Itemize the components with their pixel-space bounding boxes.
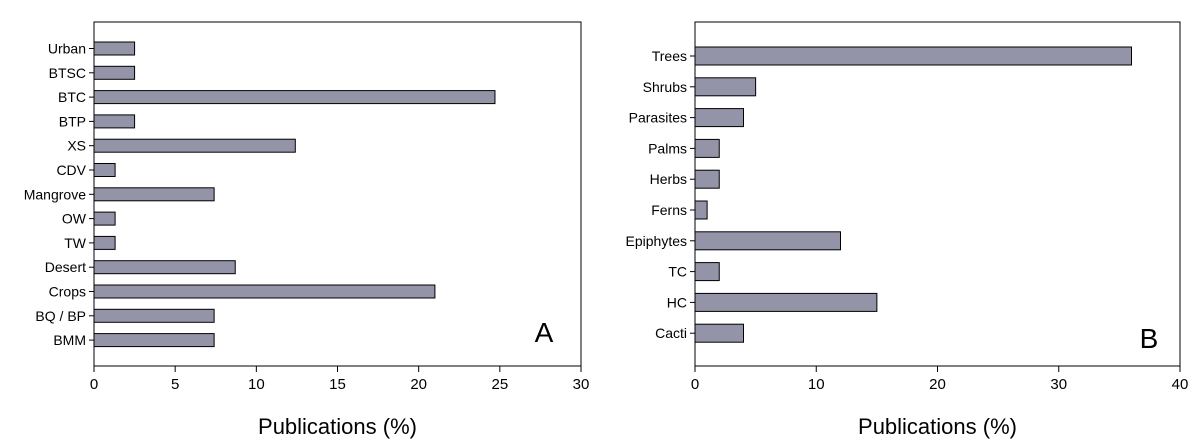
category-label: Crops xyxy=(49,284,86,300)
category-label: Urban xyxy=(48,41,86,57)
category-label: Cacti xyxy=(655,325,687,341)
category-label: Trees xyxy=(652,48,687,64)
bar xyxy=(93,138,296,153)
bar xyxy=(93,235,116,250)
x-tick-label: 30 xyxy=(1050,376,1067,393)
category-label: Palms xyxy=(648,140,687,156)
category-label: OW xyxy=(62,211,87,227)
chart-panel-b: 0 10 20 30 40 Trees Shrubs Parasites Palms Herbs F… xyxy=(626,21,1189,439)
bar xyxy=(93,260,236,275)
category-label: BTP xyxy=(59,113,86,129)
category-label: BTC xyxy=(58,89,86,105)
bar xyxy=(694,292,878,312)
category-label: Herbs xyxy=(650,171,687,187)
bar xyxy=(93,333,215,348)
x-tick-label: 30 xyxy=(573,376,590,393)
bar xyxy=(93,41,136,56)
category-label: HC xyxy=(667,294,687,310)
panel-label: B xyxy=(1140,323,1159,354)
x-tick-label: 0 xyxy=(691,376,699,393)
bar xyxy=(93,308,215,323)
bar xyxy=(93,90,496,105)
category-label: BMM xyxy=(53,332,86,348)
x-tick-label: 10 xyxy=(808,376,825,393)
bar xyxy=(694,231,841,251)
category-label: CDV xyxy=(56,162,86,178)
bar xyxy=(694,262,720,282)
bar xyxy=(93,187,215,202)
bar xyxy=(93,65,136,80)
bar xyxy=(694,108,744,128)
x-axis-title: Publications (%) xyxy=(858,414,1017,439)
x-tick-label: 40 xyxy=(1172,376,1189,393)
bar xyxy=(93,163,116,177)
bar xyxy=(93,284,436,299)
x-tick-label: 0 xyxy=(90,376,98,393)
x-tick-label: 25 xyxy=(491,376,508,393)
bar xyxy=(694,323,744,343)
x-tick-label: 20 xyxy=(929,376,946,393)
category-label: TW xyxy=(64,235,87,251)
panel-label: A xyxy=(535,317,554,348)
category-label: BQ / BP xyxy=(35,308,86,324)
category-label: Mangrove xyxy=(24,186,86,202)
bar xyxy=(93,211,116,226)
category-label: BTSC xyxy=(49,65,86,81)
category-label: Shrubs xyxy=(643,79,687,95)
x-tick-label: 20 xyxy=(410,376,427,393)
x-tick-label: 15 xyxy=(329,376,346,393)
chart-panel-a: 0 5 10 15 20 25 30 Urban BTSC BTC BTP XS CDV Mangrove… xyxy=(24,21,590,439)
category-label: Parasites xyxy=(629,110,687,126)
category-label: Desert xyxy=(45,259,86,275)
bar xyxy=(694,200,708,220)
category-label: Epiphytes xyxy=(626,233,687,249)
category-label: TC xyxy=(668,264,687,280)
x-tick-label: 5 xyxy=(171,376,179,393)
bar xyxy=(694,169,720,189)
bar xyxy=(694,46,1132,66)
x-tick-label: 10 xyxy=(248,376,265,393)
bar xyxy=(694,77,757,97)
bar xyxy=(93,114,136,129)
category-label: XS xyxy=(67,138,86,154)
plot-frame xyxy=(694,21,1181,367)
bar xyxy=(694,138,720,158)
x-axis-title: Publications (%) xyxy=(258,414,417,439)
category-label: Ferns xyxy=(651,202,687,218)
